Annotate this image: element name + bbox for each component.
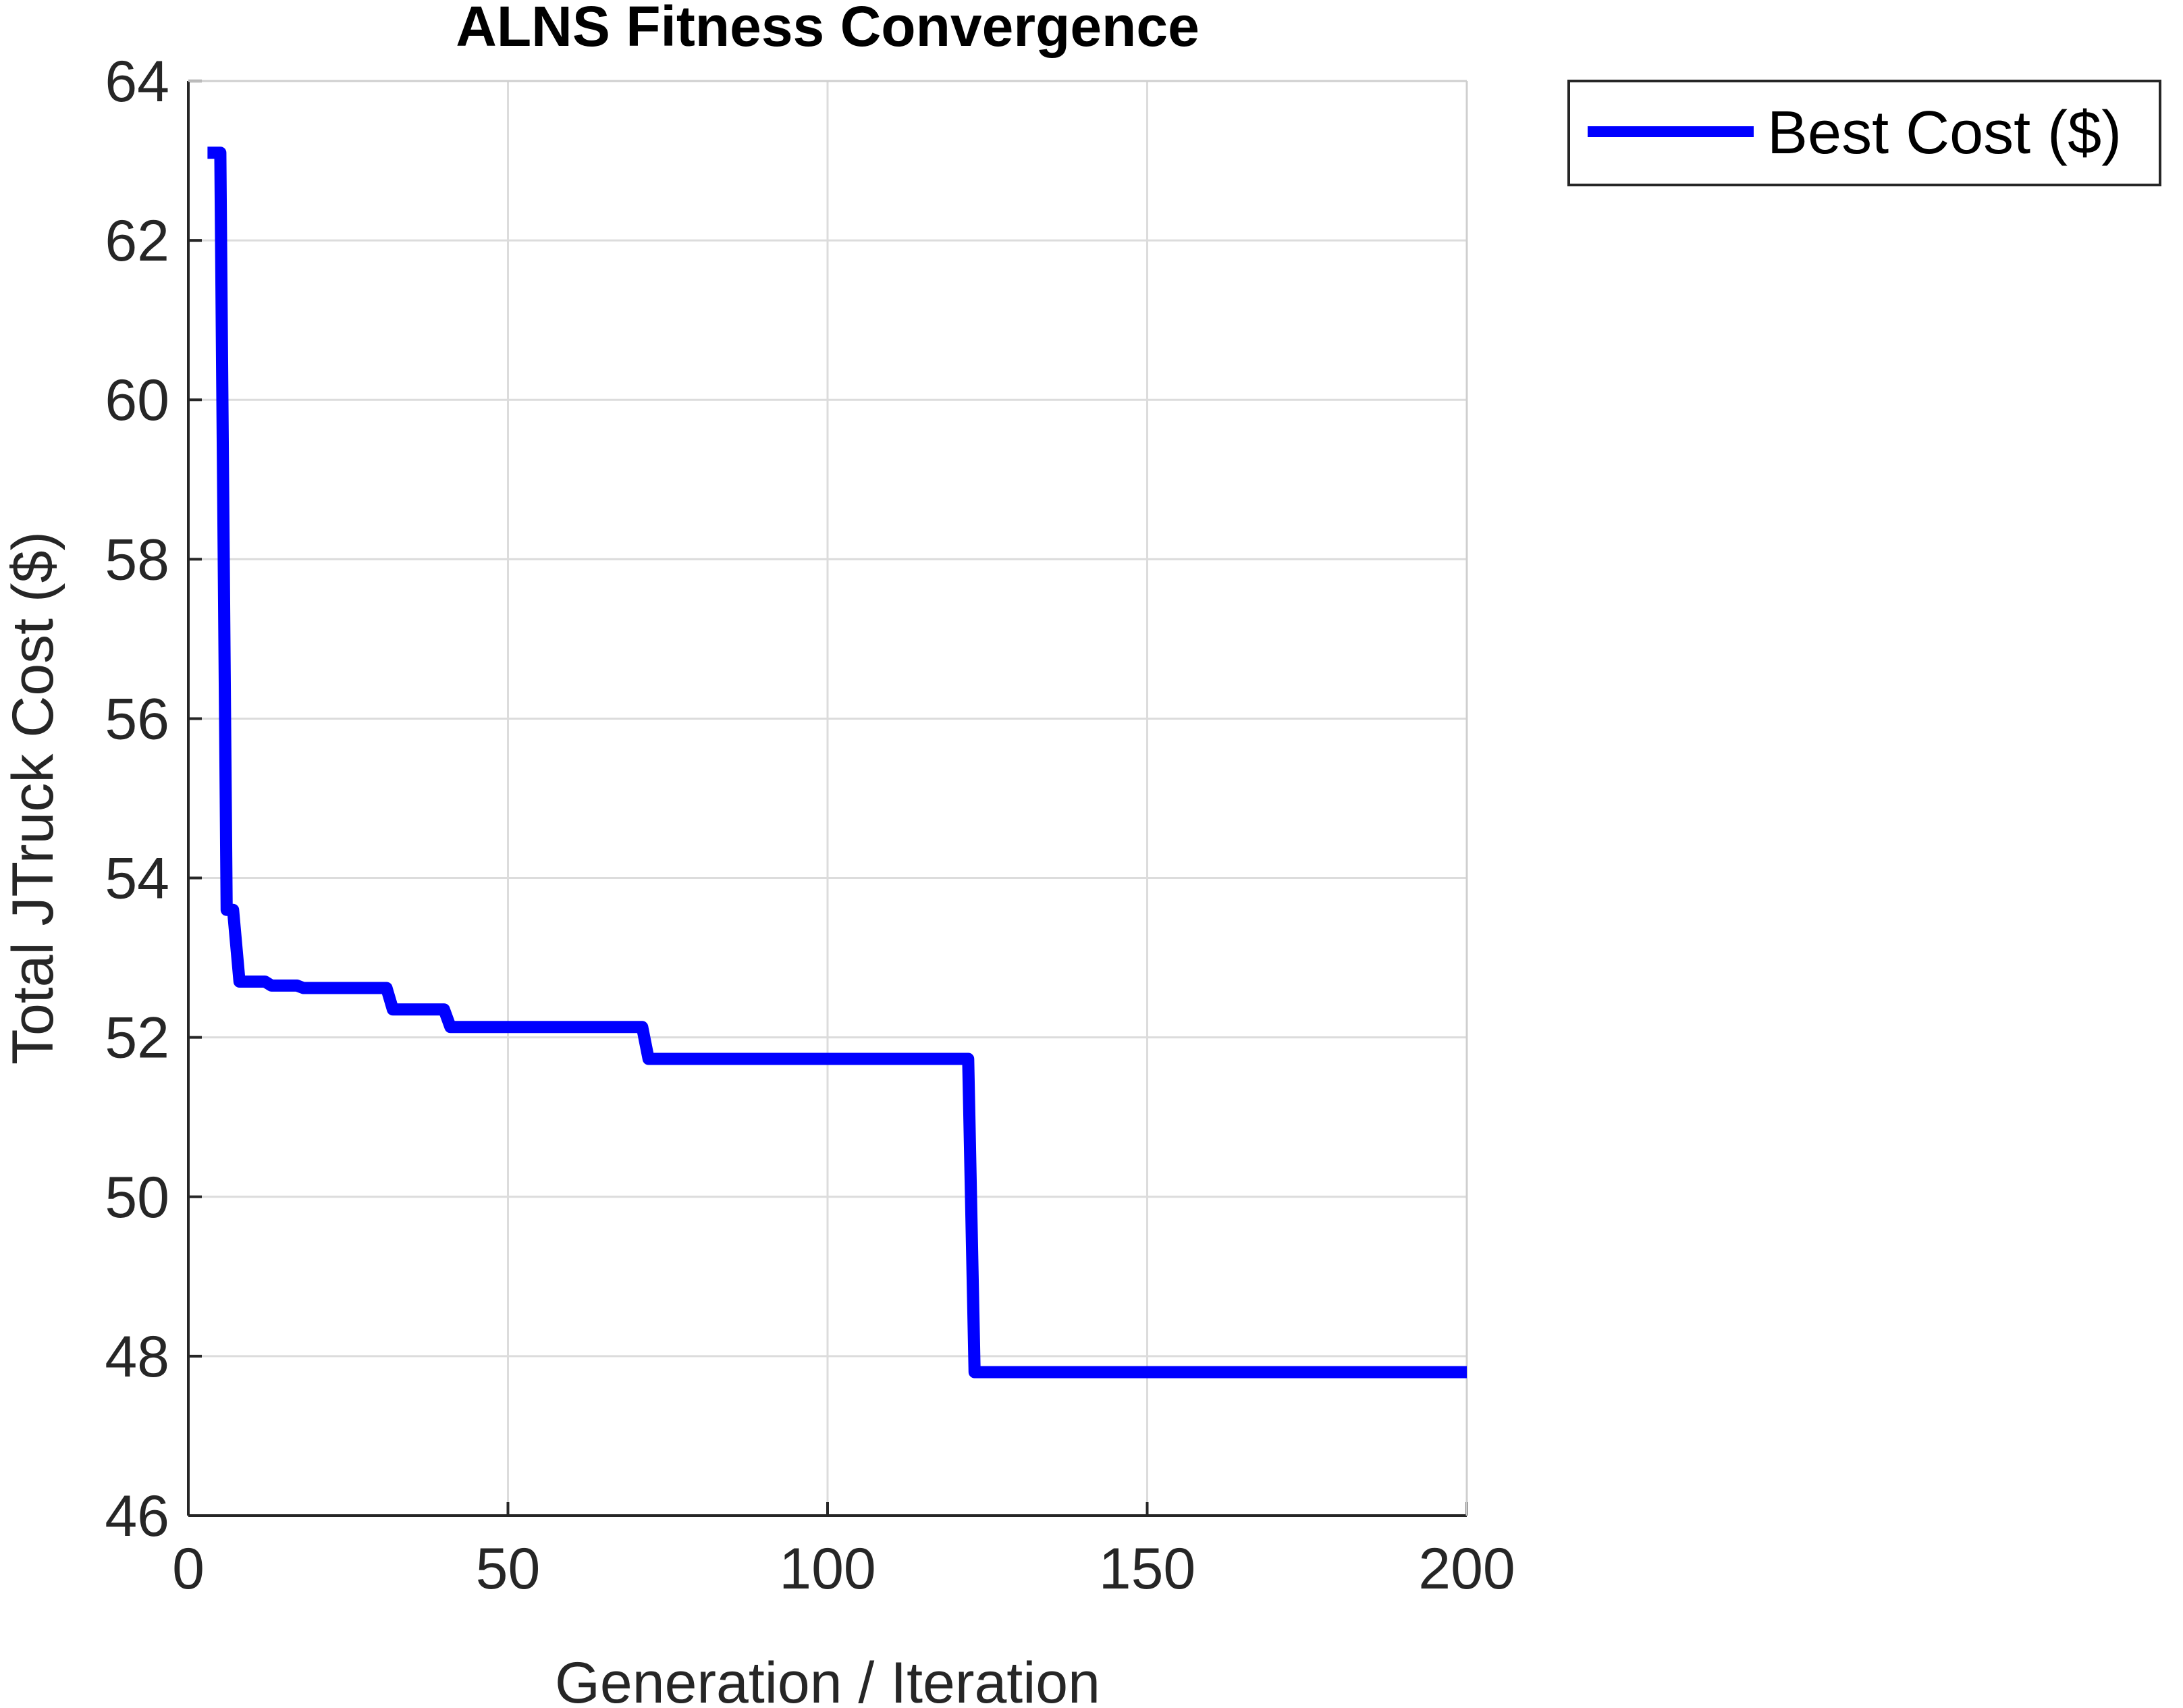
y-tick-label: 60 — [105, 368, 169, 433]
x-axis-label: Generation / Iteration — [555, 1651, 1100, 1708]
chart-title: ALNS Fitness Convergence — [456, 0, 1200, 58]
y-tick-label: 46 — [105, 1484, 169, 1549]
y-axis-label: Total JTruck Cost ($) — [1, 531, 65, 1065]
y-tick-label: 48 — [105, 1325, 169, 1389]
series-line-best-cost — [207, 146, 1467, 1379]
y-tick-label: 56 — [105, 687, 169, 751]
tick-labels: 0 50 100 150 200 46 48 50 52 54 56 58 60 62 64 — [105, 49, 1515, 1601]
y-tick-label: 52 — [105, 1006, 169, 1071]
y-tick-label: 50 — [105, 1165, 169, 1230]
x-tick-label: 50 — [476, 1537, 541, 1601]
grid-lines — [188, 81, 1467, 1516]
x-tick-label: 100 — [779, 1537, 876, 1601]
x-tick-label: 200 — [1418, 1537, 1515, 1601]
legend: Best Cost ($) — [1567, 80, 2161, 186]
y-tick-label: 64 — [105, 49, 169, 114]
legend-label-best-cost: Best Cost ($) — [1767, 99, 2122, 167]
x-tick-label: 150 — [1099, 1537, 1196, 1601]
y-tick-label: 58 — [105, 527, 169, 592]
series-lines — [207, 146, 1467, 1379]
x-tick-label: 0 — [172, 1537, 205, 1601]
y-tick-label: 54 — [105, 847, 169, 911]
axes — [187, 80, 1468, 1517]
y-tick-label: 62 — [105, 209, 169, 273]
